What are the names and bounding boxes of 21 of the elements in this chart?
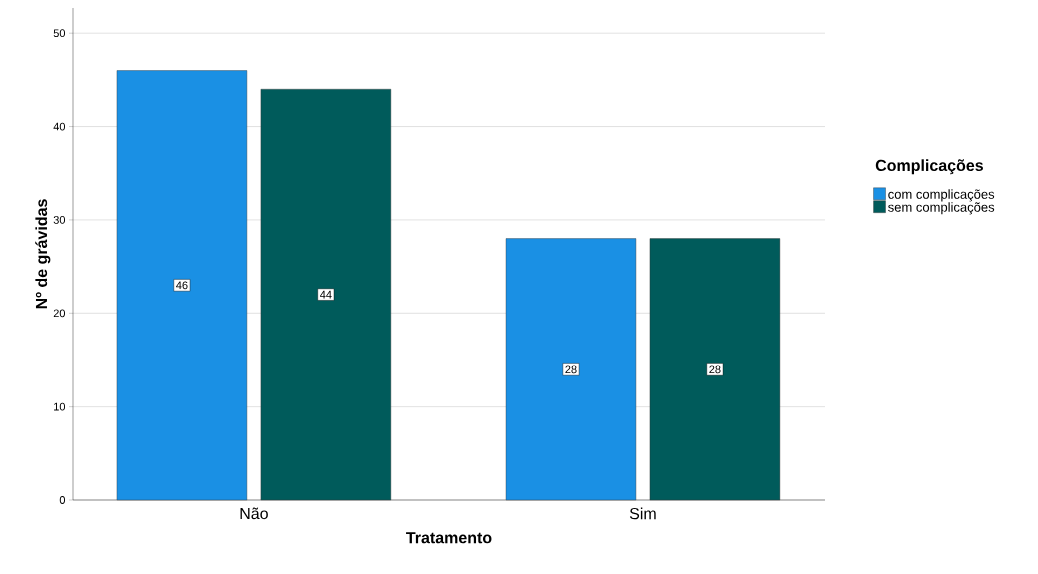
y-tick-label: 10 bbox=[54, 402, 66, 411]
bar bbox=[649, 238, 781, 501]
data-label: 28 bbox=[565, 365, 577, 374]
x-tick-label: Não bbox=[240, 507, 268, 520]
x-tick-label: Sim bbox=[629, 507, 656, 520]
x-axis-title: Tratamento bbox=[406, 532, 492, 544]
data-label: 44 bbox=[320, 290, 332, 299]
data-label: 46 bbox=[176, 281, 188, 290]
bar bbox=[116, 70, 248, 501]
bar bbox=[260, 89, 392, 501]
bar bbox=[505, 238, 637, 501]
y-axis-title: Nº de grávidas bbox=[35, 199, 51, 309]
legend-title: Complicações bbox=[875, 159, 983, 175]
y-tick-label: 40 bbox=[53, 122, 66, 131]
y-tick-label: 30 bbox=[53, 216, 66, 224]
legend-label: com complicações bbox=[888, 189, 995, 202]
y-tick-label: 20 bbox=[53, 309, 66, 318]
legend-label: sem complicações bbox=[888, 202, 995, 215]
data-label: 28 bbox=[709, 365, 721, 374]
y-tick-label: 0 bbox=[59, 496, 66, 504]
y-tick-label: 50 bbox=[53, 29, 66, 38]
